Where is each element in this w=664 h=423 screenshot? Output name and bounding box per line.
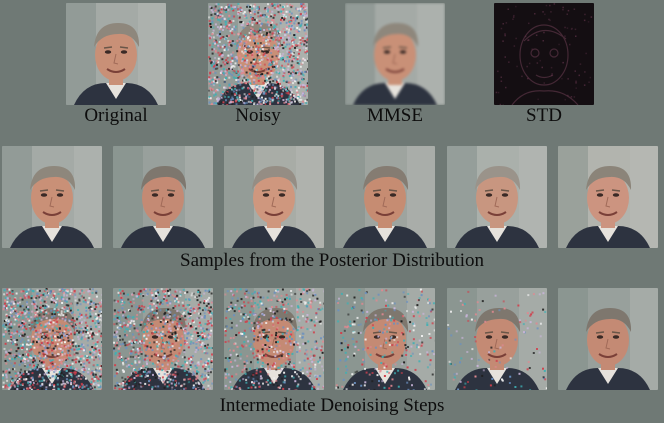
denoising-step-2 bbox=[113, 288, 213, 390]
denoising-step-5 bbox=[447, 288, 547, 390]
posterior-sample-3 bbox=[224, 146, 324, 248]
samples-caption: Samples from the Posterior Distribution bbox=[180, 250, 484, 271]
original-image bbox=[66, 3, 166, 105]
std-image bbox=[494, 3, 594, 105]
steps-caption: Intermediate Denoising Steps bbox=[219, 395, 445, 416]
noisy-image bbox=[208, 3, 308, 105]
mmse-caption: MMSE bbox=[367, 105, 423, 126]
mmse-image bbox=[345, 3, 445, 105]
posterior-sample-1 bbox=[2, 146, 102, 248]
original-caption: Original bbox=[84, 105, 148, 126]
posterior-sample-5 bbox=[447, 146, 547, 248]
denoising-step-3 bbox=[224, 288, 324, 390]
std-caption: STD bbox=[526, 105, 562, 126]
posterior-sample-6 bbox=[558, 146, 658, 248]
denoising-step-1 bbox=[2, 288, 102, 390]
denoising-step-6 bbox=[558, 288, 658, 390]
noisy-caption: Noisy bbox=[235, 105, 281, 126]
posterior-sample-2 bbox=[113, 146, 213, 248]
posterior-sample-4 bbox=[335, 146, 435, 248]
denoising-step-4 bbox=[335, 288, 435, 390]
